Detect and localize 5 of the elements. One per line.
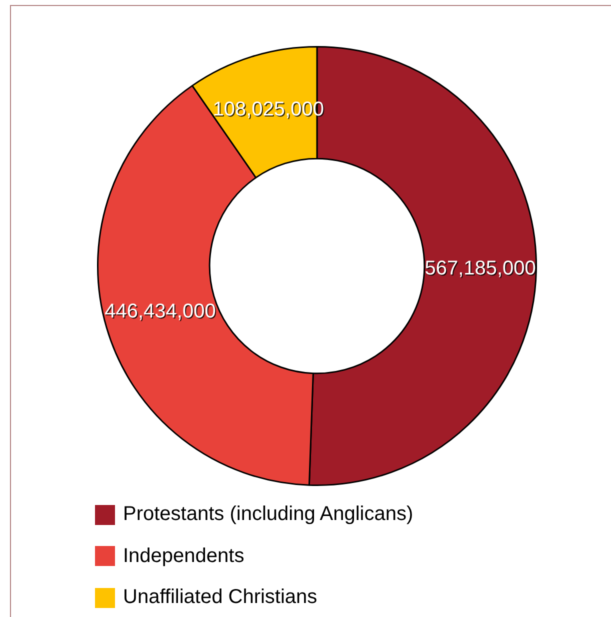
legend-label: Protestants (including Anglicans) [123, 503, 414, 526]
data-label: 567,185,000 [426, 258, 537, 280]
legend-label: Independents [123, 544, 244, 568]
data-label: 446,434,000 [106, 301, 217, 324]
legend-label: Unaffiliated Christians [123, 586, 318, 610]
